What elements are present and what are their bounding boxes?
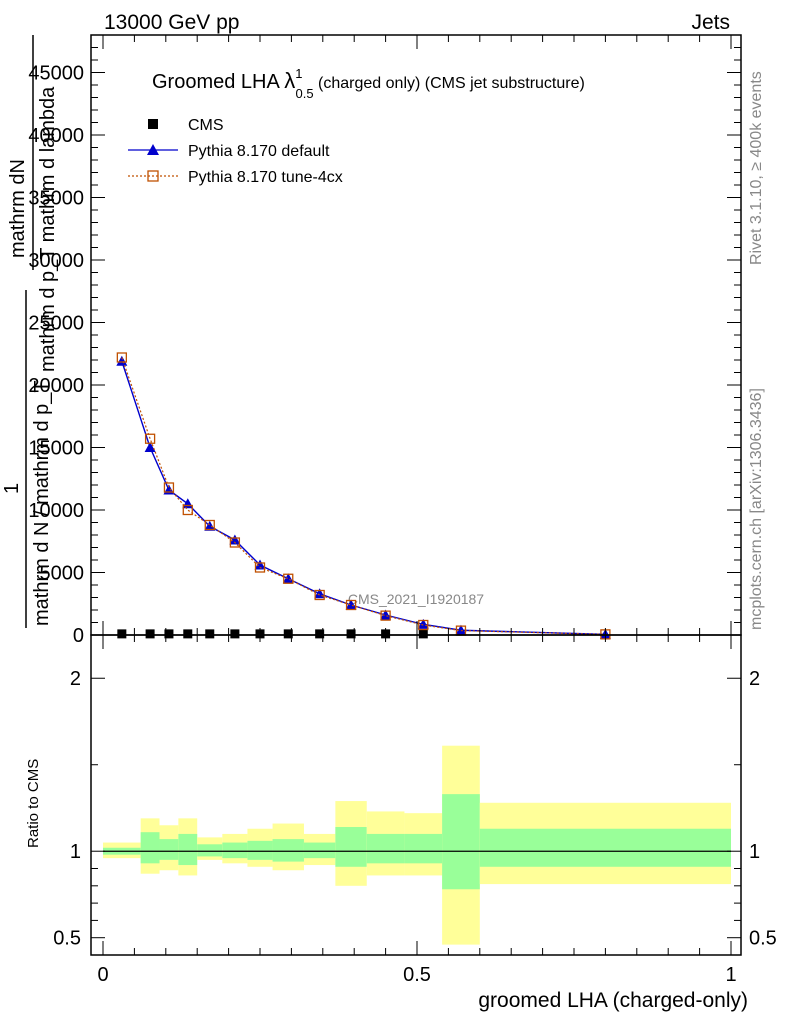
mcplots-label: mcplots.cern.ch [arXiv:1306.3436] [748,388,765,630]
data-point [205,629,215,639]
data-point [380,609,392,620]
ylabel-numerator2: 1 [1,483,23,494]
data-point [315,629,325,639]
data-point [204,519,215,531]
data-point [147,144,159,155]
main-ytick-label: 5000 [40,563,85,585]
ratio-inner-band [442,794,480,890]
series-0 [117,629,428,639]
data-point [254,562,266,573]
data-point [229,537,241,548]
data-point [345,599,357,610]
data-point [145,629,155,639]
title-main: Groomed LHA [152,71,284,93]
ratio-ylabel: Ratio to CMS [25,759,42,848]
category-label: Jets [691,11,730,34]
main-ytick-label: 40000 [28,125,84,147]
data-point [282,573,294,584]
title-sub: 0.5 [296,86,314,101]
ratio-inner-band [404,833,443,864]
main-ytick-label: 35000 [28,188,84,210]
ratio-ytick-label-right: 2 [749,668,760,690]
main-ylabel: mathrm dN mathrm d p_T mathrm d lambda 1… [1,35,59,628]
main-ytick-label: 15000 [28,438,84,460]
main-panel: CMS_2021_I1920187 0 5000 10000 15000 20000 25… [1,34,742,647]
chart-title: Groomed LHA λ1 0.5 (charged only) (CMS je… [152,66,585,101]
data-point [346,629,356,639]
x-tick-label: 1 [725,964,736,986]
ratio-inner-band [272,839,304,862]
ylabel-denominator: mathrm d p_T mathrm d lambda [37,86,59,372]
x-axis-label: groomed LHA (charged-only) [478,989,748,1012]
data-point [164,629,174,639]
ylabel-numerator: mathrm dN [7,159,29,258]
data-point [418,629,428,639]
main-ytick-label: 30000 [28,250,84,272]
data-point [204,520,216,531]
legend: CMS Pythia 8.170 default Pythia 8.170 tune… [128,117,343,186]
ratio-ytick-label: 1 [70,841,81,863]
legend-label: Pythia 8.170 default [188,143,330,160]
ratio-inner-band [366,833,405,864]
main-ytick-label: 20000 [28,375,84,397]
data-point [147,170,159,182]
data-point [283,629,293,639]
data-point [183,629,193,639]
ratio-ytick-label: 0.5 [53,928,81,950]
data-point [254,559,266,570]
ratio-inner-band [197,844,223,857]
energy-label: 13000 GeV pp [104,11,239,34]
data-point [418,619,429,631]
watermark: CMS_2021_I1920187 [348,591,484,607]
data-point [229,534,241,545]
legend-label: Pythia 8.170 tune-4cx [188,169,343,186]
data-point [163,482,175,493]
main-ytick-label: 25000 [28,313,84,335]
data-point [345,599,357,611]
data-point [455,624,467,635]
ratio-ytick-label-right: 0.5 [749,928,777,950]
ratio-inner-band [479,828,731,867]
ratio-inner-band [159,839,179,860]
data-point [144,442,156,452]
ratio-inner-band [303,842,336,859]
data-point [116,355,128,366]
ratio-inner-band [335,827,367,867]
ratio-inner-band [247,840,273,860]
x-tick-label: 0.5 [403,964,431,986]
ratio-inner-band [140,832,160,864]
title-sup: 1 [295,66,302,81]
data-point [116,352,127,363]
main-ytick-label: 45000 [28,63,84,85]
ratio-ytick-label-right: 1 [749,841,760,863]
title-suffix: (charged only) (CMS jet substructure) [314,75,585,92]
series-2 [116,352,611,640]
data-point [380,610,391,621]
legend-label: CMS [188,117,224,134]
ratio-ytick-label: 2 [70,668,81,690]
rivet-label: Rivet 3.1.10, ≥ 400k events [748,71,765,265]
data-point [230,629,240,639]
ratio-frame [90,634,742,956]
main-ytick-label: 10000 [28,500,84,522]
title-symbol: λ [284,68,295,93]
data-point [148,119,158,129]
data-point [283,573,294,584]
data-point [182,504,193,516]
x-tick-label: 0 [97,964,108,986]
ratio-inner-band [222,842,248,859]
ratio-inner-band [178,833,198,866]
data-point [144,433,156,444]
data-point [314,589,325,601]
data-point [417,618,429,629]
main-ytick-label: 0 [73,625,84,647]
ratio-panel: 0.5 0.5 1 1 2 2 0 0.5 1 Ratio to CMS groomed LH… [25,634,777,1012]
data-point [117,629,127,639]
ylabel-denominator2: mathrm d N / mathrm d p_T [31,380,53,626]
